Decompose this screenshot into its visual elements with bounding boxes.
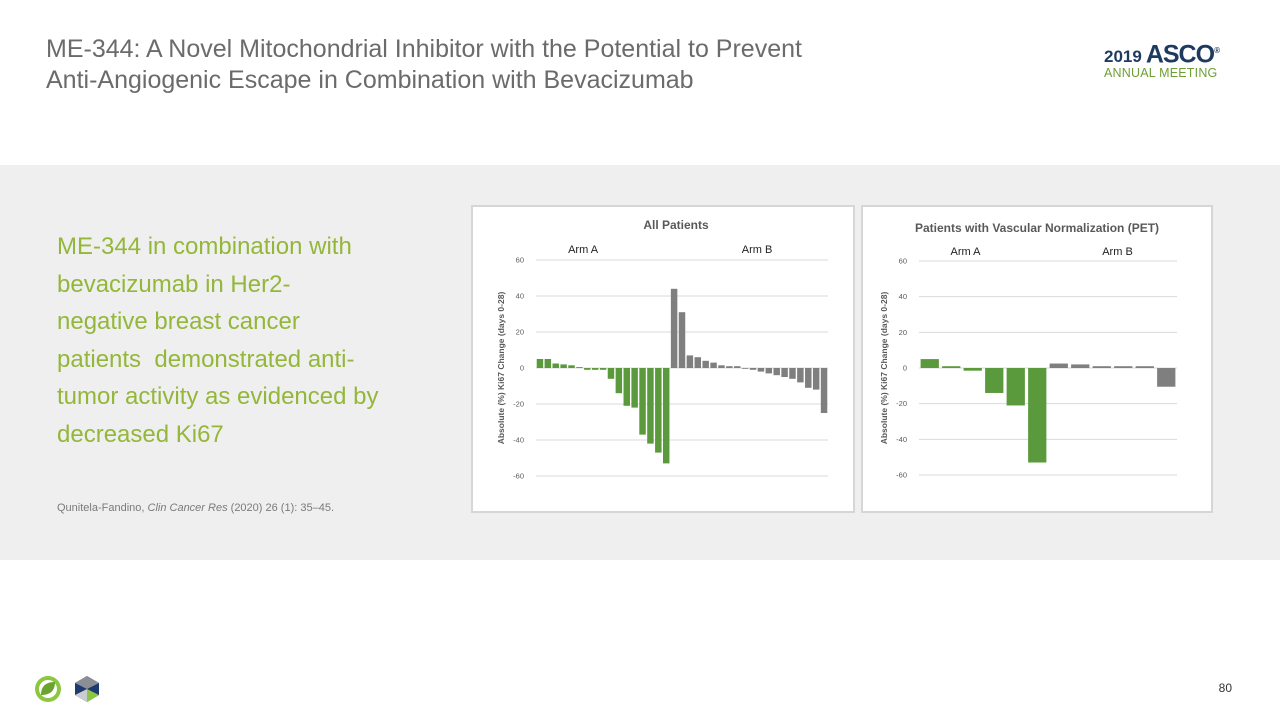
summary-line: patients demonstrated anti- xyxy=(57,345,355,373)
citation: Qunitela-Fandino, Clin Cancer Res (2020)… xyxy=(57,502,334,514)
y-axis-label: Absolute (%) Ki67 Change (days 0-28) xyxy=(496,292,506,445)
chart-all-patients: All Patients 60 40 20 0 -20 -40 -60 Absolute (%)… xyxy=(471,205,855,513)
bar-arm-b xyxy=(710,362,717,368)
citation-journal: Clin Cancer Res xyxy=(147,502,228,514)
bar-arm-a xyxy=(655,368,662,453)
series-label-arm-b: Arm B xyxy=(1102,246,1133,258)
citation-details: (2020) 26 (1): 35–45. xyxy=(227,502,334,514)
bar-arm-b xyxy=(773,368,780,376)
y-tick-label: -40 xyxy=(513,436,524,445)
bar-arm-b xyxy=(1157,368,1176,387)
bar-arm-a xyxy=(615,368,623,394)
y-tick-label: -20 xyxy=(896,399,907,408)
leaf-logo-icon xyxy=(35,676,61,702)
bar-arm-b xyxy=(741,368,749,369)
bar-arm-a xyxy=(584,368,591,370)
bar-arm-b xyxy=(805,368,812,388)
bar-arm-b xyxy=(757,368,765,372)
bar-arm-a xyxy=(920,359,939,368)
bar-arm-b xyxy=(1114,366,1133,368)
logo-brand: ASCO xyxy=(1145,40,1215,69)
title-line-2: Anti-Angiogenic Escape in Combination wi… xyxy=(46,66,694,94)
bar-arm-a xyxy=(647,368,654,444)
bar-arm-a xyxy=(662,368,670,464)
y-tick-label: -60 xyxy=(896,471,907,480)
y-tick-label: -40 xyxy=(896,435,907,444)
bar-arm-a xyxy=(599,368,607,370)
y-tick-label: -60 xyxy=(513,472,524,481)
bar-arm-b xyxy=(820,368,828,413)
summary-line: ME-344 in combination with xyxy=(57,233,352,260)
bar-arm-b xyxy=(1049,363,1068,368)
summary-text: ME-344 in combination with bevacizumab i… xyxy=(57,228,427,453)
y-tick-label: 40 xyxy=(516,292,524,301)
bar-arm-a xyxy=(963,368,982,371)
bar-arm-a xyxy=(942,366,961,368)
bar-arm-b xyxy=(1135,366,1154,368)
bar-arm-a xyxy=(560,364,567,368)
logo-subtitle: ANNUAL MEETING xyxy=(1104,66,1218,81)
bar-arm-a xyxy=(576,367,583,368)
bar-arm-a xyxy=(985,368,1004,393)
y-tick-label: 20 xyxy=(899,328,907,337)
bar-arm-a xyxy=(607,368,615,379)
y-tick-label: -20 xyxy=(513,400,524,409)
summary-line: decreased Ki67 xyxy=(57,420,224,448)
bar-arm-a xyxy=(623,368,630,406)
bar-arm-b xyxy=(694,357,702,368)
bar-arm-a xyxy=(639,368,646,435)
bar-arm-a xyxy=(536,359,544,368)
page-number: 80 xyxy=(1218,681,1232,695)
bar-arm-b xyxy=(812,368,820,390)
summary-line: tumor activity as evidenced by xyxy=(57,383,379,410)
summary-line: negative breast cancer xyxy=(57,308,300,335)
y-tick-label: 0 xyxy=(903,364,907,373)
chart-all-patients-svg: All Patients 60 40 20 0 -20 -40 -60 Absolute (%)… xyxy=(496,218,828,481)
bar-arm-b xyxy=(765,368,773,374)
y-tick-label: 20 xyxy=(516,328,524,337)
logo-year: 2019 xyxy=(1104,47,1142,67)
y-axis-label: Absolute (%) Ki67 Change (days 0-28) xyxy=(879,292,889,445)
bar-arm-b xyxy=(789,368,796,379)
summary-line: bevacizumab in Her2- xyxy=(57,270,291,298)
bar-arm-a xyxy=(1006,368,1025,406)
y-tick-label: 60 xyxy=(899,257,907,266)
bar-arm-b xyxy=(1092,366,1111,368)
bar-arm-b xyxy=(749,368,757,370)
bar-arm-b xyxy=(726,366,733,368)
series-label-arm-b: Arm B xyxy=(742,244,773,256)
bar-arm-b xyxy=(1071,364,1090,368)
asco-logo: 2019 ASCO® ANNUAL MEETING xyxy=(1104,40,1234,80)
bar-arm-a xyxy=(1028,368,1047,463)
chart-title: All Patients xyxy=(643,218,709,232)
chart-vascular-normalization: Patients with Vascular Normalization (PE… xyxy=(861,205,1213,513)
bar-arm-b xyxy=(702,360,709,368)
hexagon-logo-icon xyxy=(75,676,99,702)
series-label-arm-a: Arm A xyxy=(951,246,982,258)
logo-mark: ® xyxy=(1214,46,1220,55)
chart-vascular-normalization-svg: Patients with Vascular Normalization (PE… xyxy=(879,221,1177,480)
bar-arm-b xyxy=(718,365,725,368)
bar-arm-b xyxy=(670,288,678,368)
page-title: ME-344: A Novel Mitochondrial Inhibitor … xyxy=(46,34,946,96)
bar-arm-b xyxy=(797,368,804,383)
bar-arm-b xyxy=(686,355,694,368)
y-tick-label: 40 xyxy=(899,292,907,301)
bar-arm-a xyxy=(552,363,559,368)
bar-arm-a xyxy=(568,365,575,368)
y-tick-label: 0 xyxy=(520,364,524,373)
bar-arm-a xyxy=(631,368,638,408)
bar-arm-b xyxy=(734,366,741,368)
bar-arm-a xyxy=(544,359,552,368)
bar-arm-b xyxy=(678,312,686,368)
y-tick-label: 60 xyxy=(516,256,524,265)
chart-title: Patients with Vascular Normalization (PE… xyxy=(915,221,1159,235)
series-label-arm-a: Arm A xyxy=(568,244,599,256)
bar-arm-a xyxy=(591,368,599,370)
title-line-1: ME-344: A Novel Mitochondrial Inhibitor … xyxy=(46,35,802,63)
citation-authors: Qunitela-Fandino, xyxy=(57,502,148,514)
bar-arm-b xyxy=(781,368,788,377)
